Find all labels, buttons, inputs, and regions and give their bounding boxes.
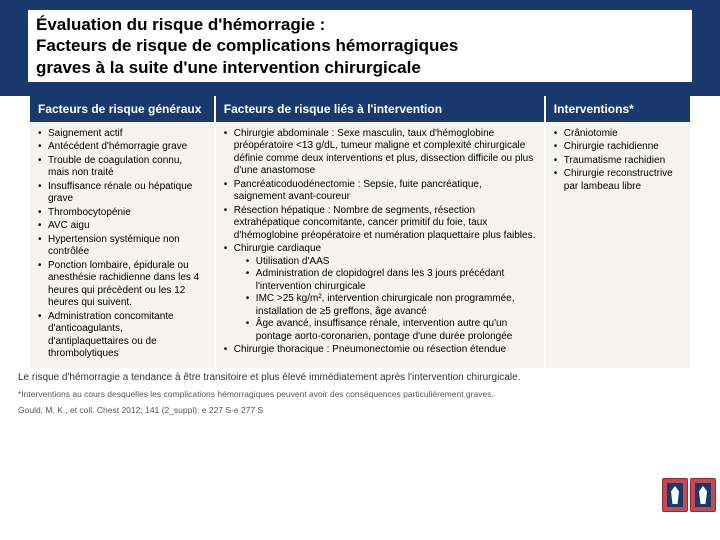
list-item: Administration concomitante d'anticoagul… — [38, 311, 206, 361]
th-general: Facteurs de risque généraux — [30, 96, 215, 122]
th-intervention: Facteurs de risque liés à l'intervention — [215, 96, 545, 122]
title-line1: Évaluation du risque d'hémorragie : — [36, 14, 684, 35]
list-item: Âge avancé, insuffisance rénale, interve… — [246, 318, 536, 343]
list-item: Résection hépatique : Nombre de segments… — [224, 205, 536, 243]
cell-general: Saignement actifAntécédent d'hémorragie … — [30, 122, 215, 368]
list-item: Antécédent d'hémorragie grave — [38, 141, 206, 154]
risk-table: Facteurs de risque généraux Facteurs de … — [30, 96, 690, 368]
cell-procedures: CrâniotomieChirurgie rachidienneTraumati… — [545, 122, 690, 368]
footnote-asterisk: *Interventions au cours desquelles les c… — [0, 385, 720, 401]
list-item: Chirurgie rachidienne — [554, 141, 682, 154]
list-item: Crâniotomie — [554, 128, 682, 141]
list-item: Ponction lombaire, épidurale ou anesthés… — [38, 260, 206, 310]
procedures-list: CrâniotomieChirurgie rachidienneTraumati… — [554, 128, 682, 194]
cell-intervention: Chirurgie abdominale : Sexe masculin, ta… — [215, 122, 545, 368]
title-line2: Facteurs de risque de complications hémo… — [36, 35, 684, 56]
list-item: Chirurgie abdominale : Sexe masculin, ta… — [224, 128, 536, 178]
list-item: AVC aigu — [38, 220, 206, 233]
th-procedures: Interventions* — [545, 96, 690, 122]
list-item: Trouble de coagulation connu, mais non t… — [38, 155, 206, 180]
cardiac-sublist: Utilisation d'AASAdministration de clopi… — [234, 256, 536, 344]
logo-icon — [662, 478, 688, 512]
list-item: IMC >25 kg/m², intervention chirurgicale… — [246, 293, 536, 318]
footnote-risk: Le risque d'hémorragie a tendance à être… — [0, 368, 720, 385]
list-item: Chirurgie thoracique : Pneumonectomie ou… — [224, 344, 536, 357]
list-item-cardiac: Chirurgie cardiaqueUtilisation d'AASAdmi… — [224, 243, 536, 343]
footnote-citation: Gould, M. K., et coll. Chest 2012; 141 (… — [0, 401, 720, 417]
list-item: Traumatisme rachidien — [554, 155, 682, 168]
list-item: Hypertension systémique non contrôlée — [38, 234, 206, 259]
list-item: Administration de clopidogrel dans les 3… — [246, 268, 536, 293]
list-item: Insuffisance rénale ou hépatique grave — [38, 181, 206, 206]
title-wrap: Évaluation du risque d'hémorragie : Fact… — [28, 10, 692, 82]
general-list: Saignement actifAntécédent d'hémorragie … — [38, 128, 206, 361]
intervention-list: Chirurgie abdominale : Sexe masculin, ta… — [224, 128, 536, 357]
list-item: Pancréaticoduodénectomie : Sepsie, fuite… — [224, 179, 536, 204]
list-item: Chirurgie reconstructrive par lambeau li… — [554, 168, 682, 193]
logo-group — [662, 478, 716, 512]
list-item: Saignement actif — [38, 128, 206, 141]
logo-icon — [690, 478, 716, 512]
list-item: Thrombocytopénie — [38, 207, 206, 220]
title-line3: graves à la suite d'une intervention chi… — [36, 57, 684, 78]
list-item: Utilisation d'AAS — [246, 256, 536, 269]
title-bar: Évaluation du risque d'hémorragie : Fact… — [0, 0, 720, 96]
